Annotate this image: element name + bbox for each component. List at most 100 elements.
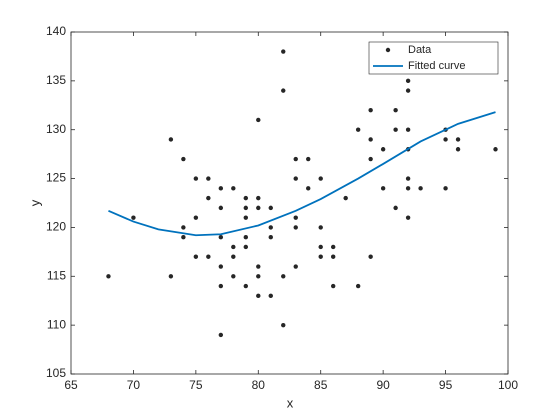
data-point bbox=[243, 244, 248, 250]
x-tick-label: 85 bbox=[314, 378, 328, 392]
data-point bbox=[268, 205, 273, 211]
data-point bbox=[193, 254, 199, 259]
data-point bbox=[393, 127, 398, 132]
data-point bbox=[318, 244, 323, 250]
data-point bbox=[331, 254, 336, 259]
data-point bbox=[380, 186, 386, 191]
data-point bbox=[293, 176, 298, 181]
legend-label: Data bbox=[408, 44, 432, 56]
data-point bbox=[181, 235, 186, 240]
data-point bbox=[268, 235, 273, 240]
data-point bbox=[243, 205, 248, 211]
data-point bbox=[231, 244, 236, 250]
y-tick-label: 120 bbox=[46, 220, 66, 234]
data-point bbox=[243, 195, 248, 201]
data-point bbox=[318, 254, 323, 259]
data-point bbox=[268, 293, 273, 299]
data-point bbox=[231, 254, 236, 259]
data-point bbox=[318, 176, 323, 181]
data-point bbox=[218, 205, 224, 211]
x-tick-label: 80 bbox=[252, 378, 266, 392]
data-point bbox=[443, 137, 448, 142]
x-tick-label: 70 bbox=[127, 378, 141, 392]
data-point bbox=[243, 235, 248, 240]
data-point bbox=[193, 176, 199, 181]
data-point bbox=[293, 264, 298, 269]
data-point bbox=[281, 274, 286, 279]
data-point bbox=[281, 88, 286, 93]
data-point bbox=[368, 156, 373, 162]
data-point bbox=[493, 147, 498, 152]
x-tick-label: 100 bbox=[498, 378, 518, 392]
fitted-curve bbox=[108, 111, 496, 237]
data-point bbox=[268, 225, 273, 230]
data-point bbox=[443, 186, 448, 191]
data-point bbox=[293, 225, 298, 230]
x-tick-label: 65 bbox=[64, 378, 78, 392]
data-point bbox=[331, 283, 336, 289]
data-point bbox=[218, 264, 224, 269]
data-point bbox=[256, 205, 261, 211]
data-point bbox=[281, 49, 286, 54]
data-point bbox=[455, 147, 461, 152]
x-tick-label: 75 bbox=[189, 378, 203, 392]
data-point bbox=[405, 215, 411, 220]
data-point bbox=[243, 283, 248, 289]
x-tick-label: 90 bbox=[376, 378, 390, 392]
data-point bbox=[293, 156, 298, 162]
data-point bbox=[405, 127, 411, 132]
data-point bbox=[206, 176, 211, 181]
data-point bbox=[256, 293, 261, 299]
data-point bbox=[218, 186, 224, 191]
data-point bbox=[405, 88, 411, 93]
data-point bbox=[168, 137, 174, 142]
data-point bbox=[331, 244, 336, 250]
data-point bbox=[368, 254, 373, 259]
data-point bbox=[231, 186, 236, 191]
x-axis-label: x bbox=[287, 395, 294, 410]
y-tick-label: 140 bbox=[46, 24, 66, 38]
data-point bbox=[206, 254, 211, 259]
data-point bbox=[243, 215, 248, 220]
x-tick-label: 95 bbox=[439, 378, 453, 392]
data-point bbox=[306, 186, 311, 191]
data-point bbox=[293, 215, 298, 220]
data-point bbox=[231, 274, 236, 279]
data-point bbox=[355, 127, 361, 132]
data-point bbox=[380, 147, 386, 152]
data-point bbox=[368, 107, 373, 113]
data-point bbox=[318, 225, 323, 230]
data-point bbox=[218, 332, 224, 338]
y-tick-label: 110 bbox=[47, 317, 66, 331]
data-point bbox=[168, 274, 174, 279]
data-point bbox=[355, 283, 361, 289]
legend-label: Fitted curve bbox=[408, 60, 465, 72]
data-point bbox=[405, 176, 411, 181]
data-point bbox=[306, 156, 311, 162]
data-point bbox=[455, 137, 461, 142]
legend-box bbox=[368, 41, 499, 75]
data-point bbox=[256, 274, 261, 279]
data-point bbox=[405, 78, 411, 84]
y-tick-label: 115 bbox=[47, 268, 66, 282]
data-point bbox=[193, 215, 199, 220]
data-point bbox=[206, 195, 211, 201]
y-axis-label: y bbox=[27, 199, 42, 206]
data-point bbox=[218, 235, 224, 240]
data-point bbox=[256, 195, 261, 201]
y-tick-label: 135 bbox=[46, 73, 66, 87]
y-tick-label: 125 bbox=[46, 171, 66, 185]
data-point bbox=[405, 186, 411, 191]
data-point bbox=[256, 117, 261, 123]
data-point bbox=[343, 195, 348, 201]
data-point bbox=[393, 205, 398, 211]
data-point bbox=[106, 274, 111, 279]
legend-marker bbox=[385, 47, 391, 53]
data-point bbox=[418, 186, 423, 191]
data-point bbox=[181, 225, 186, 230]
data-point bbox=[256, 264, 261, 269]
data-point bbox=[131, 215, 136, 220]
data-point bbox=[181, 156, 186, 162]
data-point bbox=[218, 283, 224, 289]
